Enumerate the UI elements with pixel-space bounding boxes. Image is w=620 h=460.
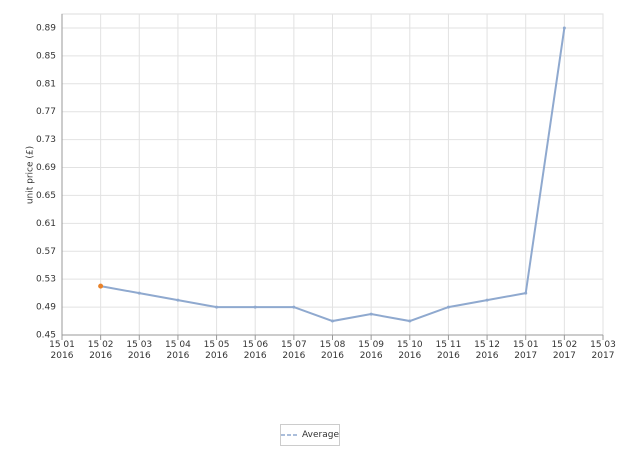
y-tick-label: 0.61 (36, 219, 56, 229)
data-point (331, 319, 334, 323)
legend-label: Average (302, 430, 339, 440)
y-tick-label: 0.77 (36, 107, 56, 117)
x-tick-label: 15 04 2016 (165, 340, 191, 361)
y-tick-label: 0.45 (36, 331, 56, 341)
x-tick-label: 15 07 2016 (280, 340, 307, 361)
y-tick-label: 0.49 (36, 303, 56, 313)
x-tick-label: 15 03 2017 (590, 340, 616, 361)
y-tick-label: 0.89 (36, 23, 56, 33)
x-tick-label: 15 10 2016 (396, 340, 423, 361)
data-point (446, 305, 450, 309)
x-tick-label: 15 12 2016 (474, 340, 500, 361)
data-point (485, 298, 489, 302)
y-tick-label: 0.65 (36, 191, 56, 201)
data-point (215, 305, 219, 309)
x-tick-label: 15 01 2017 (512, 340, 539, 361)
x-tick-label: 15 08 2016 (319, 340, 346, 361)
x-tick-label: 15 02 2017 (551, 340, 578, 361)
y-tick-label: 0.57 (36, 247, 56, 257)
legend[interactable]: Average (280, 424, 340, 446)
x-tick-label: 15 02 2016 (87, 340, 114, 361)
y-tick-label: 0.81 (36, 79, 56, 89)
data-point (408, 319, 412, 323)
x-tick-label: 15 03 2016 (126, 340, 153, 361)
y-tick-label: 0.69 (36, 163, 56, 173)
x-tick-label: 15 01 2016 (49, 340, 75, 361)
x-tick-label: 15 06 2016 (242, 340, 269, 361)
data-point (253, 305, 257, 309)
data-point (562, 26, 566, 30)
x-tick-label: 15 05 2016 (203, 340, 230, 361)
data-point (292, 305, 296, 309)
data-point (176, 298, 180, 302)
x-tick-label: 15 09 2016 (358, 340, 385, 361)
x-tick-label: 15 11 2016 (435, 340, 462, 361)
y-tick-label: 0.73 (36, 135, 56, 145)
data-point (98, 283, 104, 289)
legend-swatch (281, 434, 299, 436)
y-tick-label: 0.85 (36, 51, 56, 61)
data-point (137, 291, 141, 295)
y-axis-label: unit price (£) (26, 146, 36, 204)
data-point (524, 291, 528, 295)
y-tick-label: 0.53 (36, 275, 56, 285)
data-point (369, 312, 373, 316)
